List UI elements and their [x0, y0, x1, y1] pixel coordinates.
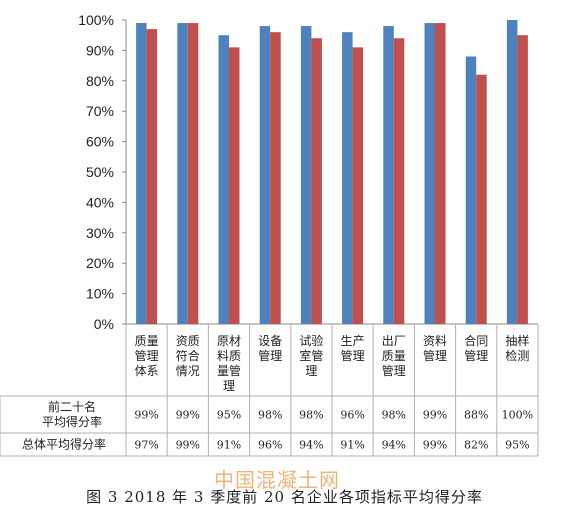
data-label: 88%: [464, 409, 488, 422]
data-label: 91%: [340, 439, 364, 452]
bar-1-5: [300, 26, 312, 325]
category-label: 管理: [258, 348, 282, 363]
category-label: 符合: [176, 348, 200, 363]
y-tick-label: 60%: [86, 134, 114, 150]
data-label: 96%: [258, 439, 282, 452]
data-label: 95%: [505, 439, 529, 452]
category-label: 体系: [135, 364, 159, 378]
category-label: 质量: [382, 349, 406, 363]
category-label: 资料: [423, 334, 447, 348]
bars: [136, 20, 528, 325]
data-label: 99%: [176, 439, 200, 452]
bar-2-6: [352, 47, 364, 325]
y-tick-label: 30%: [86, 225, 114, 241]
y-tick-label: 10%: [86, 286, 114, 302]
category-label: 量管: [217, 363, 241, 378]
data-label: 99%: [176, 409, 200, 422]
category-label: 抽样: [505, 333, 529, 348]
y-tick-label: 0%: [94, 316, 114, 332]
category-label: 情况: [176, 364, 200, 378]
bar-1-9: [465, 56, 477, 324]
data-label: 98%: [382, 409, 406, 422]
category-label: 理: [223, 379, 235, 393]
category-label: 管理: [382, 363, 406, 378]
category-label: 管理: [464, 348, 488, 363]
bar-2-8: [435, 23, 446, 324]
category-label: 出厂: [382, 334, 406, 348]
bar-1-3: [218, 35, 229, 324]
bar-2-9: [476, 74, 487, 324]
y-tick-label: 40%: [86, 194, 114, 210]
category-label: 生产: [341, 334, 365, 348]
data-label: 96%: [340, 409, 364, 422]
data-label: 91%: [217, 439, 241, 452]
figure-caption: 图 3 2018 年 3 季度前 20 名企业各项指标平均得分率: [86, 488, 483, 506]
bar-chart: 0%10%20%30%40%50%60%70%80%90%100% 质量管理体系…: [0, 12, 539, 457]
category-label: 检测: [505, 348, 529, 363]
legend-label: 前二十名: [48, 399, 96, 414]
category-label: 管理: [135, 348, 159, 363]
bar-2-10: [517, 35, 528, 324]
y-tick-label: 100%: [78, 12, 114, 28]
bar-2-3: [229, 47, 240, 325]
data-label: 99%: [423, 409, 447, 422]
category-label: 室管: [299, 348, 323, 363]
data-label: 94%: [299, 439, 323, 452]
data-label: 99%: [423, 439, 447, 452]
data-label: 98%: [258, 409, 282, 422]
bar-2-2: [187, 23, 199, 324]
data-table: 质量管理体系资质符合情况原材料质量管理设备管理试验室管理生产管理出厂质量管理资料…: [0, 324, 539, 457]
data-label: 94%: [382, 439, 406, 452]
bar-1-2: [177, 23, 188, 324]
category-label: 管理: [423, 348, 447, 363]
bar-1-7: [383, 26, 394, 325]
bar-2-7: [393, 38, 405, 325]
y-tick-label: 90%: [86, 42, 114, 58]
category-label: 试验: [299, 333, 323, 348]
data-label: 95%: [217, 409, 241, 422]
category-label: 原材: [217, 334, 241, 348]
y-tick-label: 50%: [86, 164, 114, 180]
category-label: 设备: [258, 334, 282, 348]
data-label: 82%: [464, 439, 488, 452]
data-label: 97%: [134, 439, 158, 452]
bar-1-6: [342, 32, 353, 324]
category-label: 料质: [217, 349, 241, 363]
data-label: 99%: [134, 409, 158, 422]
watermark: 中国混凝土网: [214, 468, 340, 492]
legend-label: 平均得分率: [42, 414, 102, 429]
bar-2-5: [311, 38, 322, 325]
bar-1-1: [136, 23, 147, 324]
y-tick-label: 20%: [86, 255, 114, 271]
legend-label: 总体平均得分率: [22, 437, 106, 452]
y-tick-label: 80%: [86, 73, 114, 89]
bar-1-10: [506, 20, 518, 324]
data-label: 98%: [299, 409, 323, 422]
category-label: 理: [305, 364, 317, 378]
category-label: 资质: [176, 334, 200, 348]
bar-1-4: [259, 26, 271, 325]
category-label: 质量: [135, 334, 159, 348]
category-label: 合同: [464, 333, 488, 348]
category-label: 管理: [341, 348, 365, 363]
bar-1-8: [424, 23, 435, 324]
data-label: 100%: [502, 409, 533, 422]
bar-2-4: [270, 32, 281, 324]
bar-2-1: [146, 29, 158, 325]
y-tick-label: 70%: [86, 103, 114, 119]
